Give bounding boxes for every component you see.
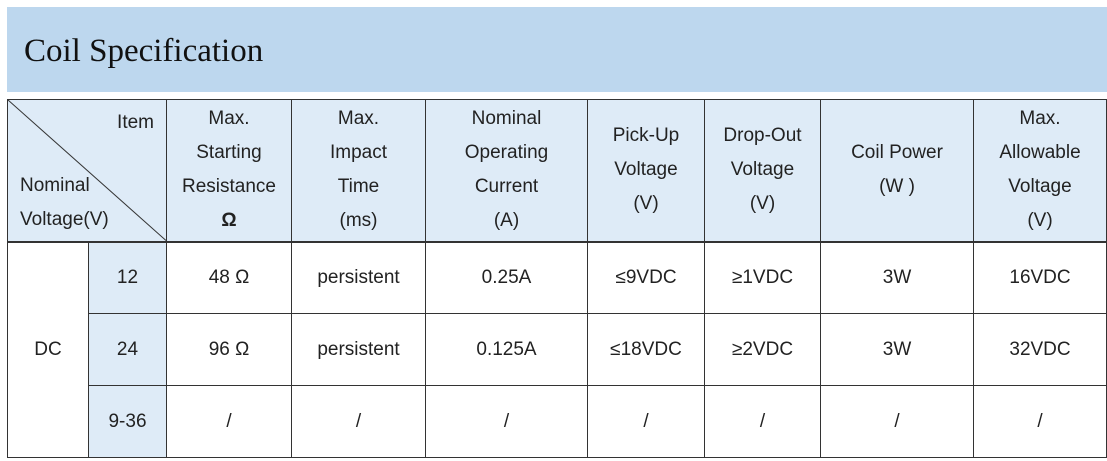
- pickup-cell: /: [587, 385, 705, 458]
- table-row: 9-36 / / / / / / /: [8, 385, 1107, 458]
- header-allowable-voltage: Max. Allowable Voltage (V): [973, 99, 1107, 243]
- type-cell: DC: [7, 241, 89, 458]
- current-cell: 0.25A: [425, 241, 588, 314]
- corner-cell: Item Nominal Voltage(V): [7, 99, 167, 243]
- voltage-cell: 24: [88, 313, 167, 386]
- resistance-cell: 96 Ω: [166, 313, 292, 386]
- header-row: Item Nominal Voltage(V) Max. Starting Resi…: [7, 99, 1107, 243]
- table-row: 24 96 Ω persistent 0.125A ≤18VDC ≥2VDC 3…: [8, 313, 1107, 386]
- impact-time-cell: /: [291, 385, 426, 458]
- section-header: Coil Specification: [7, 7, 1107, 92]
- header-coil-power: Coil Power (W ): [820, 99, 974, 243]
- impact-time-cell: persistent: [291, 313, 426, 386]
- page-title: Coil Specification: [24, 33, 264, 69]
- corner-nominal-label: Nominal Voltage(V): [20, 174, 109, 230]
- table-row: DC 12 48 Ω persistent 0.25A ≤9VDC ≥1VDC …: [7, 241, 1107, 458]
- corner-item-label: Item: [117, 112, 154, 133]
- power-cell: 3W: [820, 313, 974, 386]
- power-cell: 3W: [820, 241, 974, 314]
- current-cell: 0.125A: [425, 313, 588, 386]
- power-cell: /: [820, 385, 974, 458]
- voltage-cell: 12: [88, 241, 167, 314]
- allowable-cell: 32VDC: [973, 313, 1107, 386]
- header-dropout-voltage: Drop-Out Voltage (V): [704, 99, 821, 243]
- resistance-cell: 48 Ω: [166, 241, 292, 314]
- header-impact-time: Max. Impact Time (ms): [291, 99, 426, 243]
- voltage-cell: 9-36: [88, 385, 167, 458]
- header-operating-current: Nominal Operating Current (A): [425, 99, 588, 243]
- diagonal-divider: [8, 100, 166, 241]
- header-resistance: Max. Starting Resistance Ω: [166, 99, 292, 243]
- dropout-cell: /: [704, 385, 821, 458]
- coil-spec-table: Item Nominal Voltage(V) Max. Starting Resi…: [7, 99, 1107, 458]
- impact-time-cell: persistent: [291, 241, 426, 314]
- allowable-cell: /: [973, 385, 1107, 458]
- dropout-cell: ≥1VDC: [704, 241, 821, 314]
- current-cell: /: [425, 385, 588, 458]
- resistance-cell: /: [166, 385, 292, 458]
- allowable-cell: 16VDC: [973, 241, 1107, 314]
- dropout-cell: ≥2VDC: [704, 313, 821, 386]
- header-pickup-voltage: Pick-Up Voltage (V): [587, 99, 705, 243]
- pickup-cell: ≤18VDC: [587, 313, 705, 386]
- pickup-cell: ≤9VDC: [587, 241, 705, 314]
